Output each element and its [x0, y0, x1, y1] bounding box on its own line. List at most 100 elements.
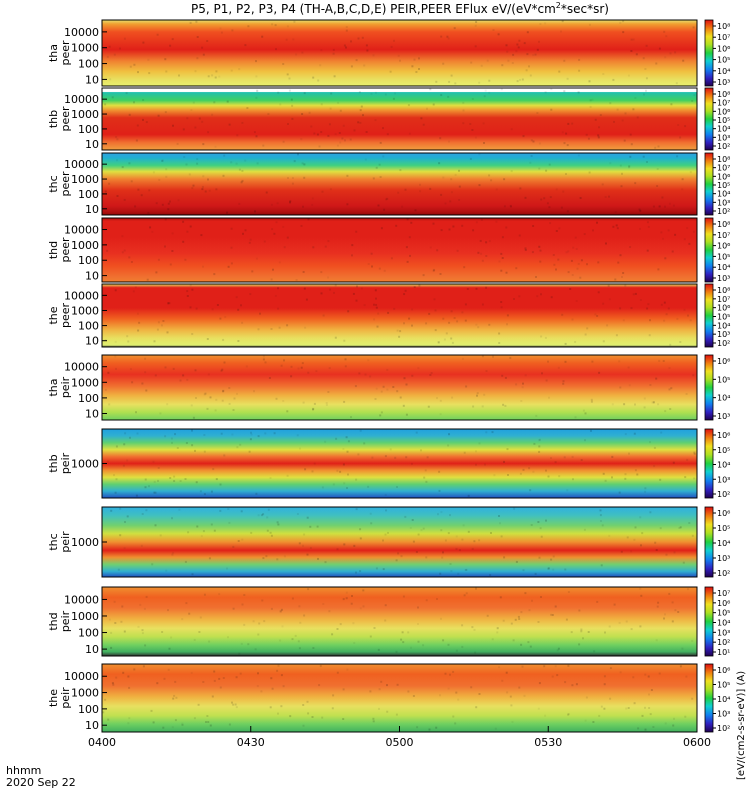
- speckle: [633, 702, 636, 705]
- speckle: [679, 341, 682, 343]
- speckle: [377, 312, 380, 315]
- speckle: [510, 622, 513, 625]
- y-tick-label: 10: [85, 408, 99, 421]
- panel-label-type-the-peer: peer: [59, 303, 72, 329]
- colorbar-scale: [704, 152, 714, 216]
- speckle: [109, 78, 112, 81]
- speckle: [436, 249, 439, 252]
- speckle: [108, 45, 111, 48]
- speckle: [597, 291, 600, 294]
- speckle: [370, 522, 373, 525]
- speckle: [319, 664, 322, 667]
- speckle: [213, 273, 216, 276]
- speckle: [203, 434, 206, 436]
- speckle: [124, 521, 126, 523]
- speckle: [646, 249, 649, 252]
- speckle: [637, 727, 640, 730]
- colorbar-tick-label: 10⁴: [717, 695, 730, 704]
- speckle: [203, 593, 206, 596]
- speckle: [279, 103, 282, 106]
- speckle: [375, 297, 377, 300]
- speckle: [273, 232, 276, 235]
- speckle: [342, 688, 345, 691]
- speckle: [434, 329, 437, 332]
- speckle: [399, 330, 402, 333]
- colorbar-tick-label: 10⁴: [717, 125, 730, 134]
- speckle: [599, 114, 602, 116]
- speckle: [452, 225, 455, 228]
- speckle: [119, 47, 121, 50]
- speckle: [128, 686, 131, 689]
- speckle: [213, 679, 216, 682]
- speckle: [481, 259, 484, 262]
- speckle: [353, 544, 356, 547]
- speckle: [222, 338, 225, 341]
- speckle: [570, 631, 573, 634]
- colorbar-tick-label: 10³: [717, 78, 730, 87]
- speckle: [144, 357, 147, 360]
- speckle: [201, 46, 204, 49]
- plot-frame: [101, 586, 698, 657]
- speckle: [372, 54, 375, 57]
- speckle: [257, 633, 260, 636]
- speckle: [320, 271, 323, 274]
- speckle: [657, 601, 660, 604]
- speckle: [178, 74, 180, 77]
- speckle: [286, 410, 289, 413]
- speckle: [108, 182, 111, 185]
- speckle: [351, 244, 354, 247]
- speckle: [672, 461, 675, 464]
- speckle: [161, 160, 164, 162]
- colorbar-tick-label: 10³: [717, 412, 730, 421]
- speckle: [633, 538, 636, 541]
- speckle: [282, 140, 285, 143]
- speckle: [249, 238, 252, 241]
- speckle: [670, 103, 673, 106]
- speckle: [146, 278, 149, 281]
- speckle: [586, 327, 589, 330]
- speckle: [432, 103, 435, 106]
- speckle: [238, 652, 241, 655]
- speckle: [455, 535, 458, 538]
- speckle: [522, 135, 525, 138]
- speckle: [255, 96, 258, 99]
- speckle: [664, 722, 667, 725]
- speckle: [106, 55, 109, 58]
- colorbar-tick-label: 10⁶: [717, 431, 730, 440]
- speckle: [190, 404, 193, 407]
- colorbar-tick-label: 10⁵: [717, 181, 730, 190]
- speckle: [636, 473, 639, 476]
- speckle: [207, 131, 210, 134]
- speckle: [143, 607, 146, 610]
- speckle: [504, 376, 507, 379]
- speckle: [155, 271, 158, 274]
- speckle: [395, 224, 398, 227]
- speckle: [549, 222, 552, 225]
- speckle: [422, 123, 425, 126]
- speckle: [645, 44, 648, 47]
- speckle: [599, 509, 602, 512]
- speckle: [386, 197, 389, 200]
- panel-label-type-thd-peir: peir: [59, 610, 72, 632]
- speckle: [444, 202, 447, 205]
- speckle: [167, 609, 169, 612]
- speckle: [374, 398, 377, 400]
- speckle: [240, 642, 243, 645]
- speckle: [282, 63, 285, 65]
- speckle: [196, 36, 199, 38]
- colorbar-tick-label: 10⁶: [717, 172, 730, 181]
- x-tick-label: 0530: [534, 736, 562, 749]
- speckle: [660, 303, 663, 306]
- speckle: [311, 716, 314, 718]
- speckle: [632, 38, 635, 41]
- speckle: [562, 380, 565, 383]
- speckle: [286, 236, 289, 239]
- speckle: [598, 714, 601, 717]
- speckle: [518, 234, 521, 237]
- speckle: [231, 701, 233, 704]
- speckle: [252, 620, 255, 623]
- colorbar-scale: [704, 19, 714, 87]
- speckle: [238, 68, 241, 71]
